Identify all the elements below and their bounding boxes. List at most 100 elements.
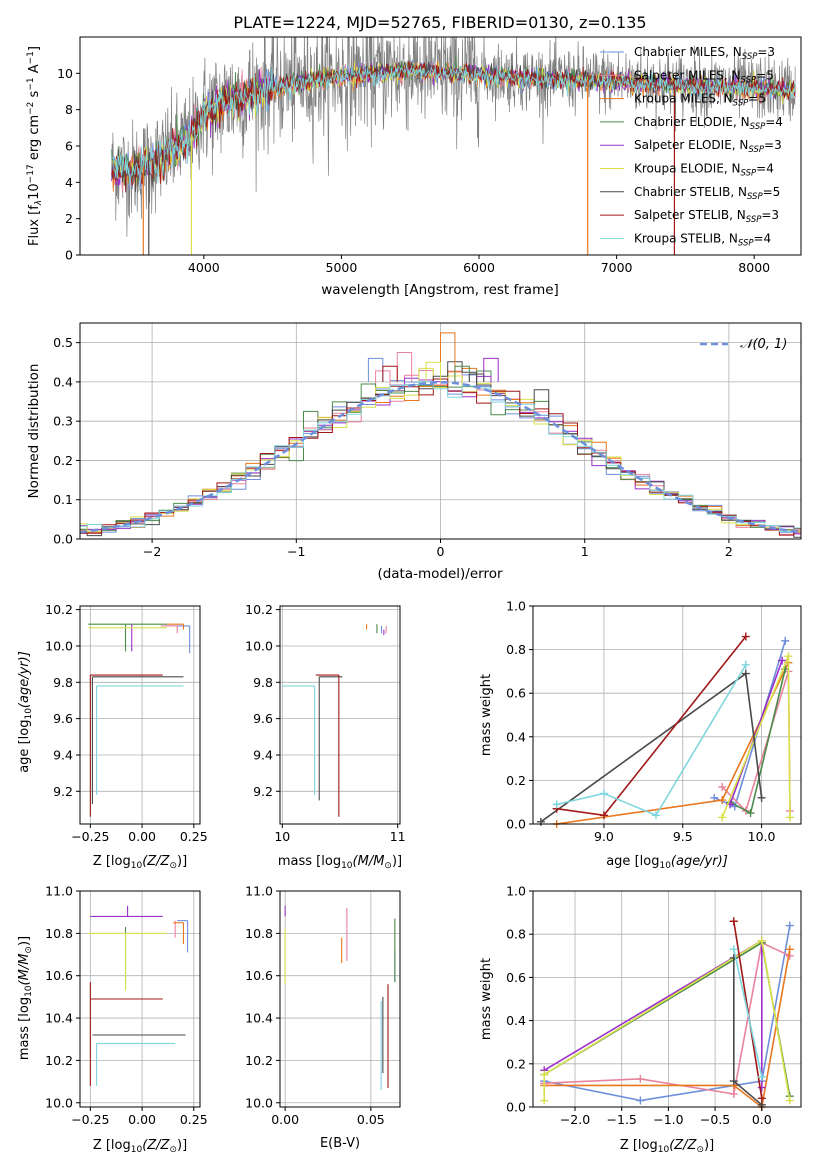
legend-name: Kroupa STELIB, N [634, 231, 738, 245]
hist-steps [79, 332, 801, 538]
y-tick-label: 9.4 [53, 747, 73, 762]
spectrum-lines [111, 37, 796, 255]
x-tick-label: 0.00 [128, 829, 156, 844]
figure-title: PLATE=1224, MJD=52765, FIBERID=0130, z=0… [233, 13, 646, 32]
y-tick-label: 4 [65, 175, 73, 190]
y-tick-label: 11.0 [245, 884, 273, 899]
y-tick-label: 10.8 [245, 926, 273, 941]
x-tick-label: −1.0 [653, 1112, 683, 1127]
spectrum-ylabel: Flux [fλ10−17 erg cm−2 s−1 A−1] [26, 46, 44, 246]
ageMass-xlabel: mass [log10(M/M⊙)] [278, 854, 402, 871]
y-tick-label: 10.2 [45, 602, 73, 617]
hist-ylabel: Normed distribution [26, 364, 42, 499]
legend-sub: SSP [742, 52, 758, 62]
legend-tail: =5 [748, 92, 766, 106]
gaussian-legend-label: 𝒩(0, 1) [740, 337, 787, 352]
legend-label: Salpeter MILES, NSSP=5 [634, 68, 774, 85]
y-tick-label: 10.6 [245, 968, 273, 983]
y-tick-label: 0.4 [53, 374, 73, 389]
wZ-ylabel: mass weight [479, 958, 494, 1040]
y-tick-label: 10.0 [45, 638, 73, 653]
x-tick-label: 10.0 [748, 829, 776, 844]
y-tick-label: 9.6 [253, 711, 273, 726]
model-spectrum-line [111, 59, 796, 193]
weight-point-marker [741, 632, 750, 641]
y-tick-label: 0.4 [506, 1013, 526, 1028]
hist-peak-bin [440, 332, 456, 382]
hist-peak-bin [468, 373, 485, 382]
weight-point-marker [636, 1096, 645, 1105]
y-tick-label: 0.6 [506, 686, 526, 701]
y-tick-label: 11.0 [45, 884, 73, 899]
y-tick-label: 0.0 [506, 817, 526, 832]
weight-point-marker [785, 813, 794, 822]
x-tick-label: −1 [287, 544, 305, 559]
legend-sub: SSP [747, 192, 763, 202]
legend-name: Salpeter MILES, N [634, 68, 741, 82]
legend-sub: SSP [748, 145, 764, 155]
x-tick-label: −0.25 [71, 829, 109, 844]
weight-point-marker [599, 789, 608, 798]
weight-point-marker [599, 811, 608, 820]
axes-frame [79, 890, 201, 1108]
wAge-xlabel: age [log10(age/yr)] [606, 854, 728, 871]
massZ-ylabel: mass [log10(M/M⊙)] [17, 936, 34, 1060]
weight-line [713, 640, 786, 808]
legend-name: Salpeter STELIB, N [634, 208, 746, 222]
y-tick-label: 8 [65, 102, 73, 117]
legend-tail: =5 [763, 185, 781, 199]
hist-peak-bin [382, 365, 398, 382]
legend-tail: =4 [754, 231, 772, 245]
data-spectrum-line [111, 37, 796, 237]
ageZ-xlabel: Z [log10(Z/Z⊙)] [93, 854, 187, 871]
axes-frame [279, 890, 401, 1108]
legend-tail: =4 [765, 115, 783, 129]
weight-point-marker [651, 811, 660, 820]
weight-point-marker [718, 782, 727, 791]
weight-point-marker [718, 813, 727, 822]
x-tick-label: −0.25 [71, 1112, 109, 1127]
weight-line [543, 939, 791, 1101]
ageZ-ylabel: age [log10(age/yr)] [17, 651, 34, 773]
massEbv-xlabel: E(B-V) [320, 1136, 360, 1151]
legend-label: Chabrier MILES, NSSP=3 [634, 45, 775, 62]
weight-line [543, 941, 791, 1097]
weight-line [544, 925, 791, 1102]
y-tick-label: 9.2 [253, 784, 273, 799]
legend-name: Chabrier STELIB, N [634, 185, 747, 199]
x-tick-label: 7000 [601, 260, 633, 275]
x-tick-label: 9.5 [673, 829, 693, 844]
weight-point-marker [729, 1090, 738, 1099]
weight-point-marker [540, 1070, 549, 1079]
weight-line [733, 949, 763, 1077]
spectrum-panel: 4000 5000 6000 7000 8000 0 2 4 6 8 10 wavelength [… [26, 36, 802, 298]
spectrum-ticks: 4000 5000 6000 7000 8000 0 2 4 6 8 10 [57, 36, 802, 275]
y-tick-label: 10.4 [245, 1011, 273, 1026]
legend-name: Chabrier ELODIE, N [634, 115, 750, 129]
legend-tail: =5 [756, 68, 774, 82]
x-tick-label: 2 [725, 544, 733, 559]
weight-line [544, 949, 791, 1109]
legend-sub: SSP [738, 238, 754, 248]
weight-point-marker [757, 1094, 766, 1103]
weight-point-marker [785, 1096, 794, 1105]
weight-point-marker [784, 652, 793, 661]
mass-vs-Z-panel: −0.25 0.00 0.25 10.0 10.2 10.4 10.6 10.8 11.0 [45, 884, 208, 1128]
weight-line [729, 669, 786, 815]
y-tick-label: 0.2 [506, 1056, 526, 1071]
hist-ticks: −2 −1 0 1 2 0.0 0.1 0.2 0.3 0.4 0.5 [53, 322, 802, 559]
mass-vs-ebv-panel: 0.00 0.05 10.0 10.2 10.4 10.6 10.8 11.0 [245, 884, 401, 1127]
y-tick-label: 0.0 [506, 1100, 526, 1115]
age-vs-mass-panel: 10 11 9.2 9.4 9.6 9.8 10.0 10.2 [245, 602, 405, 844]
weight-point-marker [757, 793, 766, 802]
wZ-xlabel: Z [log10(Z/Z⊙)] [620, 1138, 714, 1155]
y-tick-label: 0.4 [506, 729, 526, 744]
x-tick-label: 11 [390, 829, 406, 844]
weight-point-marker [729, 1077, 738, 1086]
axes-frame [532, 890, 802, 1108]
weight-point-marker [729, 917, 738, 926]
x-tick-label: 0.00 [128, 1112, 156, 1127]
y-tick-label: 0.8 [506, 642, 526, 657]
weight-point-marker [718, 796, 727, 805]
